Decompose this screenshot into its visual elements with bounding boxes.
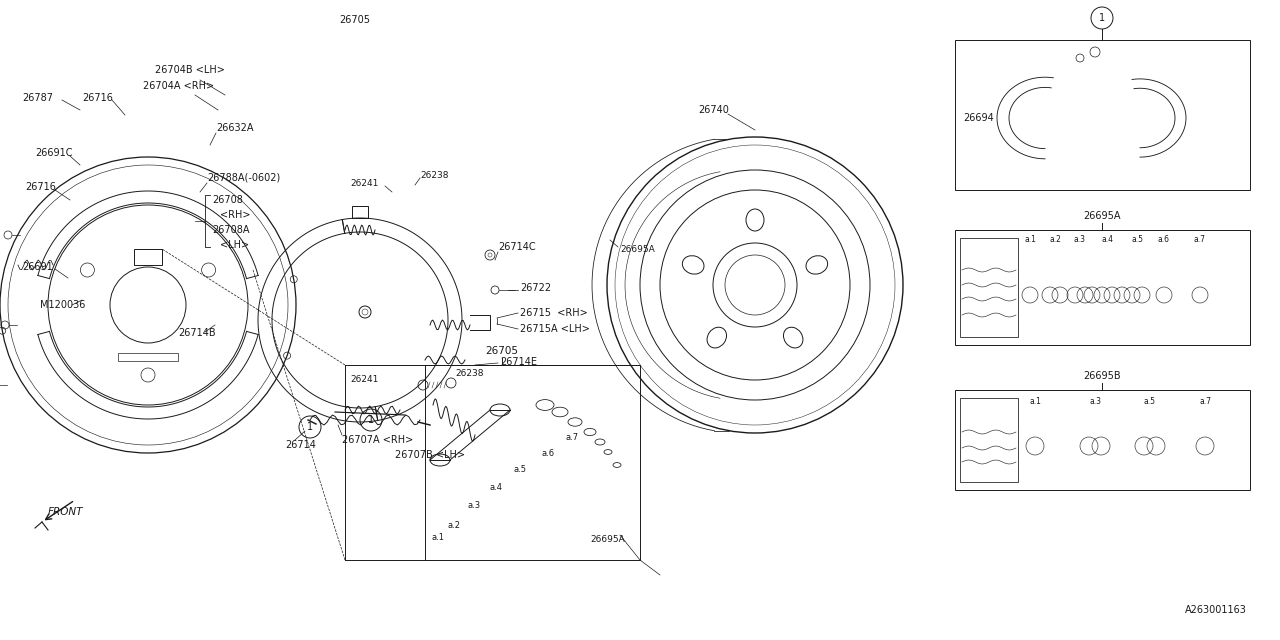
- Bar: [960, 238, 1018, 337]
- Text: M120036: M120036: [40, 300, 86, 310]
- Text: 26704A <RH>: 26704A <RH>: [143, 81, 214, 91]
- Text: a.5: a.5: [1132, 236, 1143, 244]
- Text: 26708A: 26708A: [212, 225, 250, 235]
- Bar: [955, 40, 1251, 190]
- Text: A263001163: A263001163: [1185, 605, 1247, 615]
- Text: 26694: 26694: [963, 113, 993, 123]
- Text: a.2: a.2: [447, 520, 460, 529]
- Text: 26691C: 26691C: [35, 148, 73, 158]
- Text: FRONT: FRONT: [47, 507, 83, 517]
- Text: 26714C: 26714C: [498, 242, 535, 252]
- Text: 26788A(-0602): 26788A(-0602): [207, 173, 280, 183]
- Text: a.3: a.3: [467, 500, 480, 509]
- Text: 26691: 26691: [22, 262, 52, 272]
- Text: 26740: 26740: [698, 105, 728, 115]
- Text: 26241: 26241: [349, 179, 379, 189]
- Text: 1: 1: [307, 422, 314, 432]
- Text: a.5: a.5: [1144, 397, 1156, 406]
- Text: 26722: 26722: [520, 283, 552, 293]
- Text: 26632A: 26632A: [216, 123, 253, 133]
- Text: 26695A: 26695A: [1083, 211, 1121, 221]
- Text: a.1: a.1: [1029, 397, 1041, 406]
- Text: 1: 1: [1100, 13, 1105, 23]
- Text: 26715  <RH>: 26715 <RH>: [520, 308, 588, 318]
- Text: 26695A: 26695A: [590, 536, 625, 545]
- Text: a.1: a.1: [1024, 236, 1036, 244]
- Text: <RH>: <RH>: [220, 210, 251, 220]
- Text: 26705: 26705: [339, 15, 370, 25]
- Text: a.7: a.7: [1194, 236, 1206, 244]
- Text: a.6: a.6: [1158, 236, 1170, 244]
- Bar: [134, 249, 163, 265]
- Bar: [118, 353, 178, 361]
- Text: 26714: 26714: [285, 440, 316, 450]
- Text: 26714B: 26714B: [178, 328, 215, 338]
- Text: 26714E: 26714E: [500, 357, 538, 367]
- Text: a.2: a.2: [1050, 236, 1061, 244]
- Text: 26238: 26238: [454, 369, 484, 378]
- Text: a.4: a.4: [1101, 236, 1114, 244]
- Text: a.4: a.4: [489, 483, 502, 493]
- Bar: [352, 206, 369, 218]
- Text: 26705: 26705: [485, 346, 518, 356]
- Text: 26695B: 26695B: [1083, 371, 1121, 381]
- Text: a.3: a.3: [1074, 236, 1085, 244]
- Text: a.5: a.5: [515, 465, 527, 474]
- Text: 26716: 26716: [26, 182, 56, 192]
- Bar: [955, 230, 1251, 345]
- Text: 26241: 26241: [349, 376, 379, 385]
- Text: 26716: 26716: [82, 93, 113, 103]
- Text: a.1: a.1: [433, 534, 445, 543]
- Text: a.3: a.3: [1089, 397, 1101, 406]
- Text: 26704B <LH>: 26704B <LH>: [155, 65, 225, 75]
- Text: <LH>: <LH>: [220, 240, 250, 250]
- Text: 26695A: 26695A: [620, 246, 655, 255]
- Text: 26708: 26708: [212, 195, 243, 205]
- Bar: [955, 390, 1251, 490]
- Text: 26238: 26238: [420, 170, 448, 179]
- Text: 26787: 26787: [22, 93, 52, 103]
- Text: 26707A <RH>: 26707A <RH>: [342, 435, 413, 445]
- Text: 1: 1: [367, 415, 374, 425]
- Bar: [960, 398, 1018, 482]
- Text: 26707B <LH>: 26707B <LH>: [396, 450, 465, 460]
- Text: a.7: a.7: [564, 433, 579, 442]
- Text: 26715A <LH>: 26715A <LH>: [520, 324, 590, 334]
- Text: a.6: a.6: [541, 449, 556, 458]
- Text: a.7: a.7: [1199, 397, 1211, 406]
